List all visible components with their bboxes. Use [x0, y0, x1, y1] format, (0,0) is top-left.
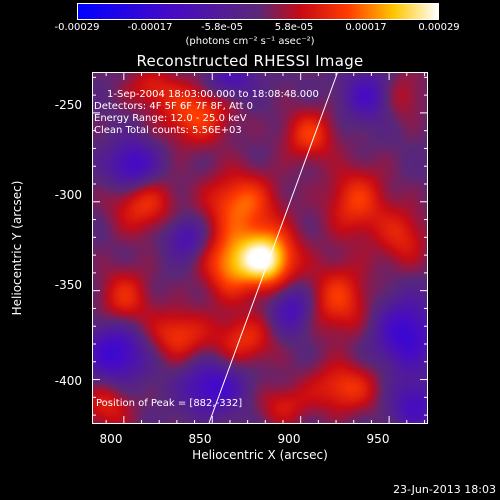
colorbar-tick-label: 0.00029: [418, 22, 460, 33]
annotation-clean: Clean Total counts: 5.56E+03: [94, 125, 242, 136]
x-tick-label: 900: [277, 432, 301, 446]
heatmap-image: [93, 73, 427, 423]
colorbar: [77, 3, 439, 20]
colorbar-tick-label: -5.8e-05: [201, 22, 243, 33]
timestamp: 23-Jun-2013 18:03: [393, 483, 496, 496]
colorbar-tick-label: -0.00029: [54, 22, 100, 33]
x-tick-label: 950: [366, 432, 390, 446]
x-tick-label: 800: [99, 432, 123, 446]
y-axis-label: Heliocentric Y (arcsec): [10, 180, 24, 316]
colorbar-tick-label: 0.00017: [345, 22, 387, 33]
x-axis-label: Heliocentric X (arcsec): [192, 448, 328, 462]
y-tick-label: -400: [54, 374, 82, 388]
plot-area: 1-Sep-2004 18:03:00.000 to 18:08:48.000 …: [92, 72, 428, 424]
y-tick-label: -300: [54, 188, 82, 202]
chart-title: Reconstructed RHESSI Image: [136, 52, 364, 70]
colorbar-tick-label: -0.00017: [127, 22, 173, 33]
annotation-time-range: 1-Sep-2004 18:03:00.000 to 18:08:48.000: [107, 89, 319, 100]
colorbar-tick-label: 5.8e-05: [274, 22, 314, 33]
annotation-energy: Energy Range: 12.0 - 25.0 keV: [94, 113, 247, 124]
colorbar-ticks: -0.00029 -0.00017 -5.8e-05 5.8e-05 0.000…: [0, 0, 500, 60]
annotation-detectors: Detectors: 4F 5F 6F 7F 8F, Att 0: [94, 101, 254, 112]
annotation-peak: Position of Peak = [882,-332]: [96, 398, 243, 409]
y-tick-label: -350: [54, 278, 82, 292]
colorbar-units: (photons cm⁻² s⁻¹ asec⁻²): [185, 36, 315, 47]
y-tick-label: -250: [54, 98, 82, 112]
heatmap-raster: [93, 73, 427, 423]
x-tick-label: 850: [188, 432, 212, 446]
colorbar-gradient: [78, 4, 438, 19]
solar-limb-line: [208, 73, 338, 423]
